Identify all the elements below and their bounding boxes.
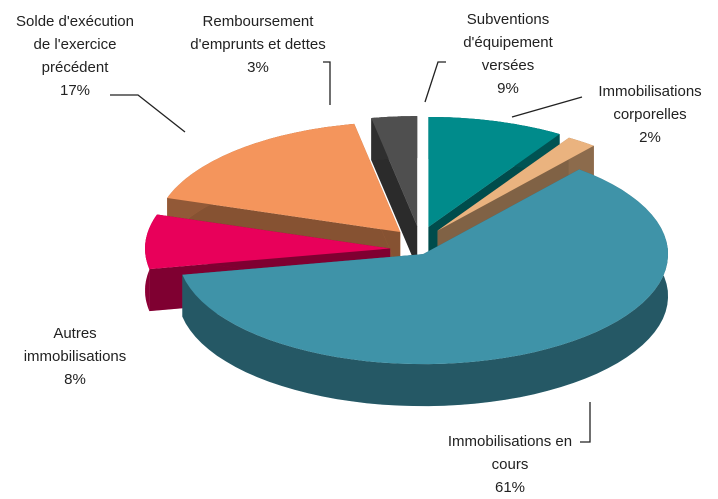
slice-label: Immobilisations en cours 61% bbox=[440, 430, 580, 499]
slice-top bbox=[437, 137, 594, 231]
slice-label: Immobilisations corporelles 2% bbox=[575, 80, 718, 149]
slice-top bbox=[371, 116, 418, 227]
category-label: Subventions d'équipement versées bbox=[463, 11, 553, 74]
slice-top bbox=[167, 123, 401, 232]
leader-line bbox=[580, 402, 591, 443]
slice-top bbox=[428, 117, 560, 227]
percent-label: 3% bbox=[247, 59, 269, 76]
leader-line bbox=[511, 96, 583, 118]
percent-label: 9% bbox=[497, 80, 519, 97]
percent-label: 8% bbox=[64, 371, 86, 388]
slice-top bbox=[145, 214, 391, 270]
category-label: Immobilisations corporelles bbox=[598, 83, 702, 123]
slice-top bbox=[182, 169, 668, 365]
slice-label: Solde d'exécution de l'exercice précéden… bbox=[10, 10, 140, 102]
category-label: Immobilisations en cours bbox=[447, 433, 573, 473]
category-label: Solde d'exécution de l'exercice précéden… bbox=[16, 13, 134, 76]
pie-slice bbox=[182, 169, 668, 407]
leader-line bbox=[424, 61, 446, 103]
leader-line bbox=[323, 61, 331, 105]
pie-slice bbox=[371, 116, 418, 269]
percent-label: 2% bbox=[639, 129, 661, 146]
slice-label: Autres immobilisations 8% bbox=[0, 322, 150, 391]
slice-label: Subventions d'équipement versées 9% bbox=[443, 8, 573, 100]
leader-line bbox=[110, 94, 186, 133]
percent-label: 17% bbox=[59, 82, 91, 99]
category-label: Remboursement d'emprunts et dettes bbox=[190, 13, 326, 53]
slice-label: Remboursement d'emprunts et dettes 3% bbox=[188, 10, 328, 79]
category-label: Autres immobilisations bbox=[23, 325, 127, 365]
percent-label: 61% bbox=[494, 479, 526, 496]
